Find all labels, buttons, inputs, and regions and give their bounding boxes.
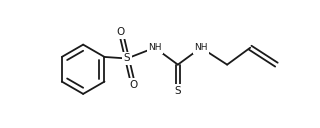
Text: O: O <box>129 80 137 90</box>
Text: S: S <box>174 86 181 96</box>
Text: NH: NH <box>148 43 162 52</box>
Text: NH: NH <box>194 43 208 52</box>
Text: O: O <box>117 27 125 37</box>
Text: S: S <box>124 54 130 63</box>
